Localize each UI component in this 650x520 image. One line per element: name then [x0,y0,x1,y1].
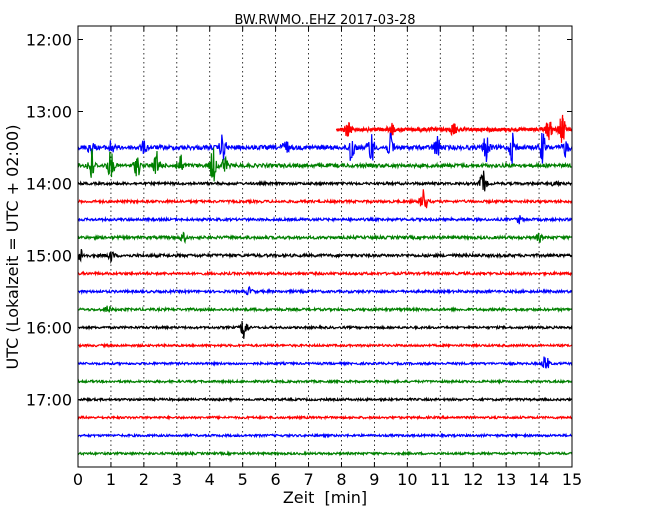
x-tick-label: 5 [238,470,248,489]
trace-group [77,114,573,457]
y-tick-label: 15:00 [26,247,72,266]
x-tick-label: 9 [369,470,379,489]
y-tick-label: 16:00 [26,319,72,338]
plot-frame [77,25,573,468]
trace-7 [77,231,573,245]
x-axis-title: Zeit [min] [283,488,367,507]
grid-lines [110,26,540,467]
y-tick-label: 12:00 [26,31,72,50]
trace-8 [77,248,573,265]
trace-13 [77,342,573,349]
y-tick-label: 17:00 [26,391,72,410]
trace-4 [77,170,573,192]
x-tick-label: 6 [271,470,281,489]
trace-10 [77,285,573,296]
x-tick-label: 0 [73,470,83,489]
x-tick-label: 14 [529,470,549,489]
x-tick-label: 11 [430,470,450,489]
x-tick-label: 1 [106,470,116,489]
x-tick-label: 8 [336,470,346,489]
trace-12 [77,320,573,339]
y-tick-label: 14:00 [26,175,72,194]
x-tick-label: 13 [496,470,516,489]
trace-9 [77,270,573,278]
trace-19 [77,450,573,457]
trace-16 [77,396,573,403]
trace-3 [77,148,573,182]
y-axis: 12:00 13:00 14:00 15:00 16:00 17:00 [26,31,572,410]
x-axis: 0 1 2 3 4 5 6 7 8 9 10 11 12 13 14 15 [73,26,582,489]
trace-15 [77,378,573,385]
trace-14 [77,356,573,369]
trace-2 [77,132,573,164]
x-tick-label: 12 [463,470,483,489]
chart-title: BW.RWMO..EHZ 2017-03-28 [234,13,415,28]
trace-5 [77,189,573,209]
y-tick-label: 13:00 [26,103,72,122]
trace-1 [335,114,573,143]
x-tick-label: 4 [205,470,215,489]
y-axis-title: UTC (Lokalzeit = UTC + 02:00) [3,125,22,370]
trace-11 [77,305,573,313]
trace-17 [77,414,573,421]
x-tick-label: 10 [397,470,417,489]
x-tick-label: 15 [562,470,582,489]
trace-18 [77,432,573,439]
x-tick-label: 7 [303,470,313,489]
x-tick-label: 3 [172,470,182,489]
trace-6 [77,215,573,225]
x-tick-label: 2 [139,470,149,489]
